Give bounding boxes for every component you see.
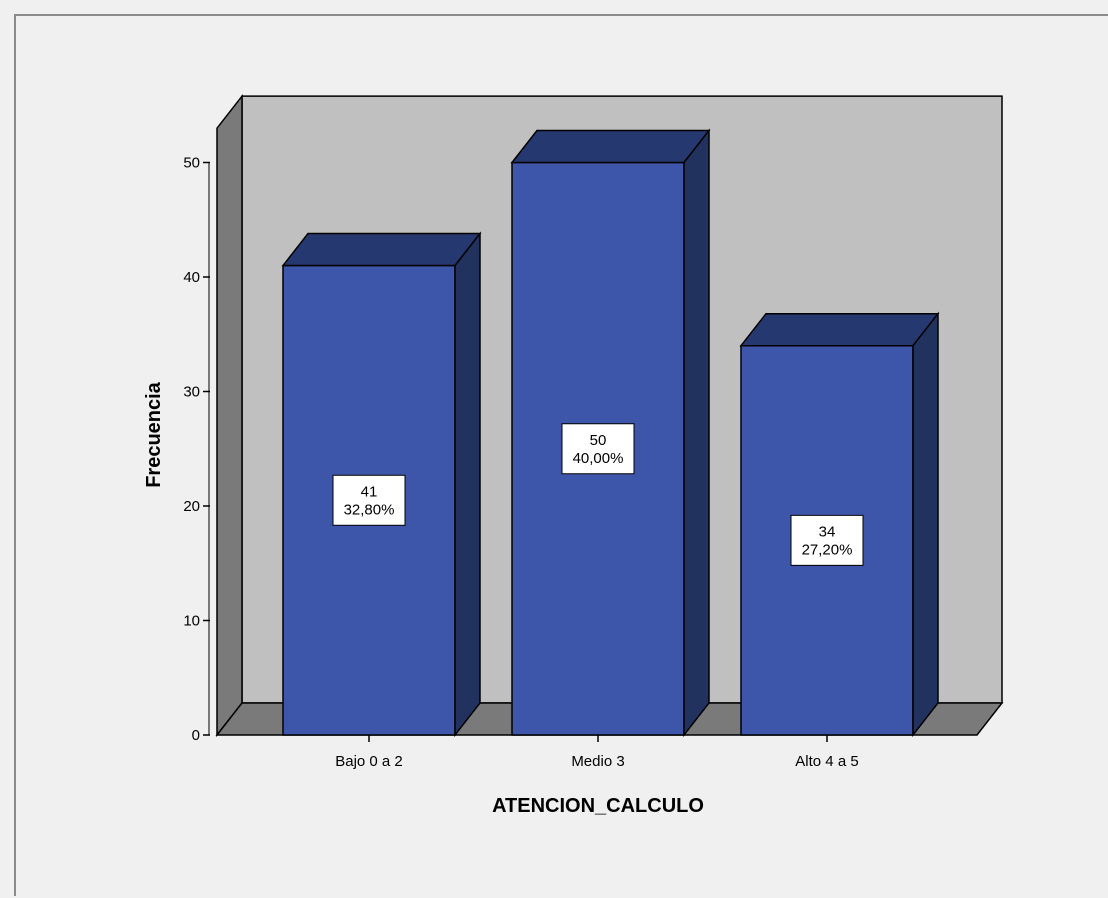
- bar-top: [510, 129, 711, 164]
- data-label-box: [332, 474, 406, 526]
- data-label-percent: 40,00%: [573, 450, 624, 467]
- x-axis-title: ATENCION_CALCULO: [492, 795, 704, 817]
- data-label-count: 50: [590, 432, 607, 449]
- side-wall: [216, 93, 243, 738]
- y-tick-label: 40: [183, 269, 200, 286]
- bar-side: [912, 311, 939, 738]
- chart-axes: 0 10 20 30 40 50: [183, 155, 828, 744]
- y-tick-label: 0: [192, 727, 200, 744]
- data-label-box: [561, 423, 635, 475]
- data-label-percent: 27,20%: [802, 541, 853, 558]
- bar-top: [281, 232, 482, 267]
- data-label-box: [790, 514, 864, 566]
- data-label-percent: 32,80%: [344, 501, 395, 518]
- bar-top: [739, 312, 940, 347]
- bar-side: [683, 128, 710, 738]
- data-label-count: 41: [361, 483, 378, 500]
- y-tick-label: 30: [183, 384, 200, 401]
- y-axis-title: Frecuencia: [143, 381, 165, 487]
- y-tick-label: 50: [183, 155, 200, 172]
- data-label-count: 34: [819, 523, 836, 540]
- x-tick-label: Bajo 0 a 2: [335, 753, 403, 770]
- x-tick-label: Alto 4 a 5: [795, 753, 858, 770]
- y-tick-label: 20: [183, 498, 200, 515]
- chart-frame: 0 10 20 30 40 50 Bajo 0 a 2 41 32,80% Medio 3 50 4…: [14, 14, 1108, 896]
- y-tick-label: 10: [183, 613, 200, 630]
- bar-side: [454, 231, 481, 738]
- x-tick-label: Medio 3: [571, 753, 624, 770]
